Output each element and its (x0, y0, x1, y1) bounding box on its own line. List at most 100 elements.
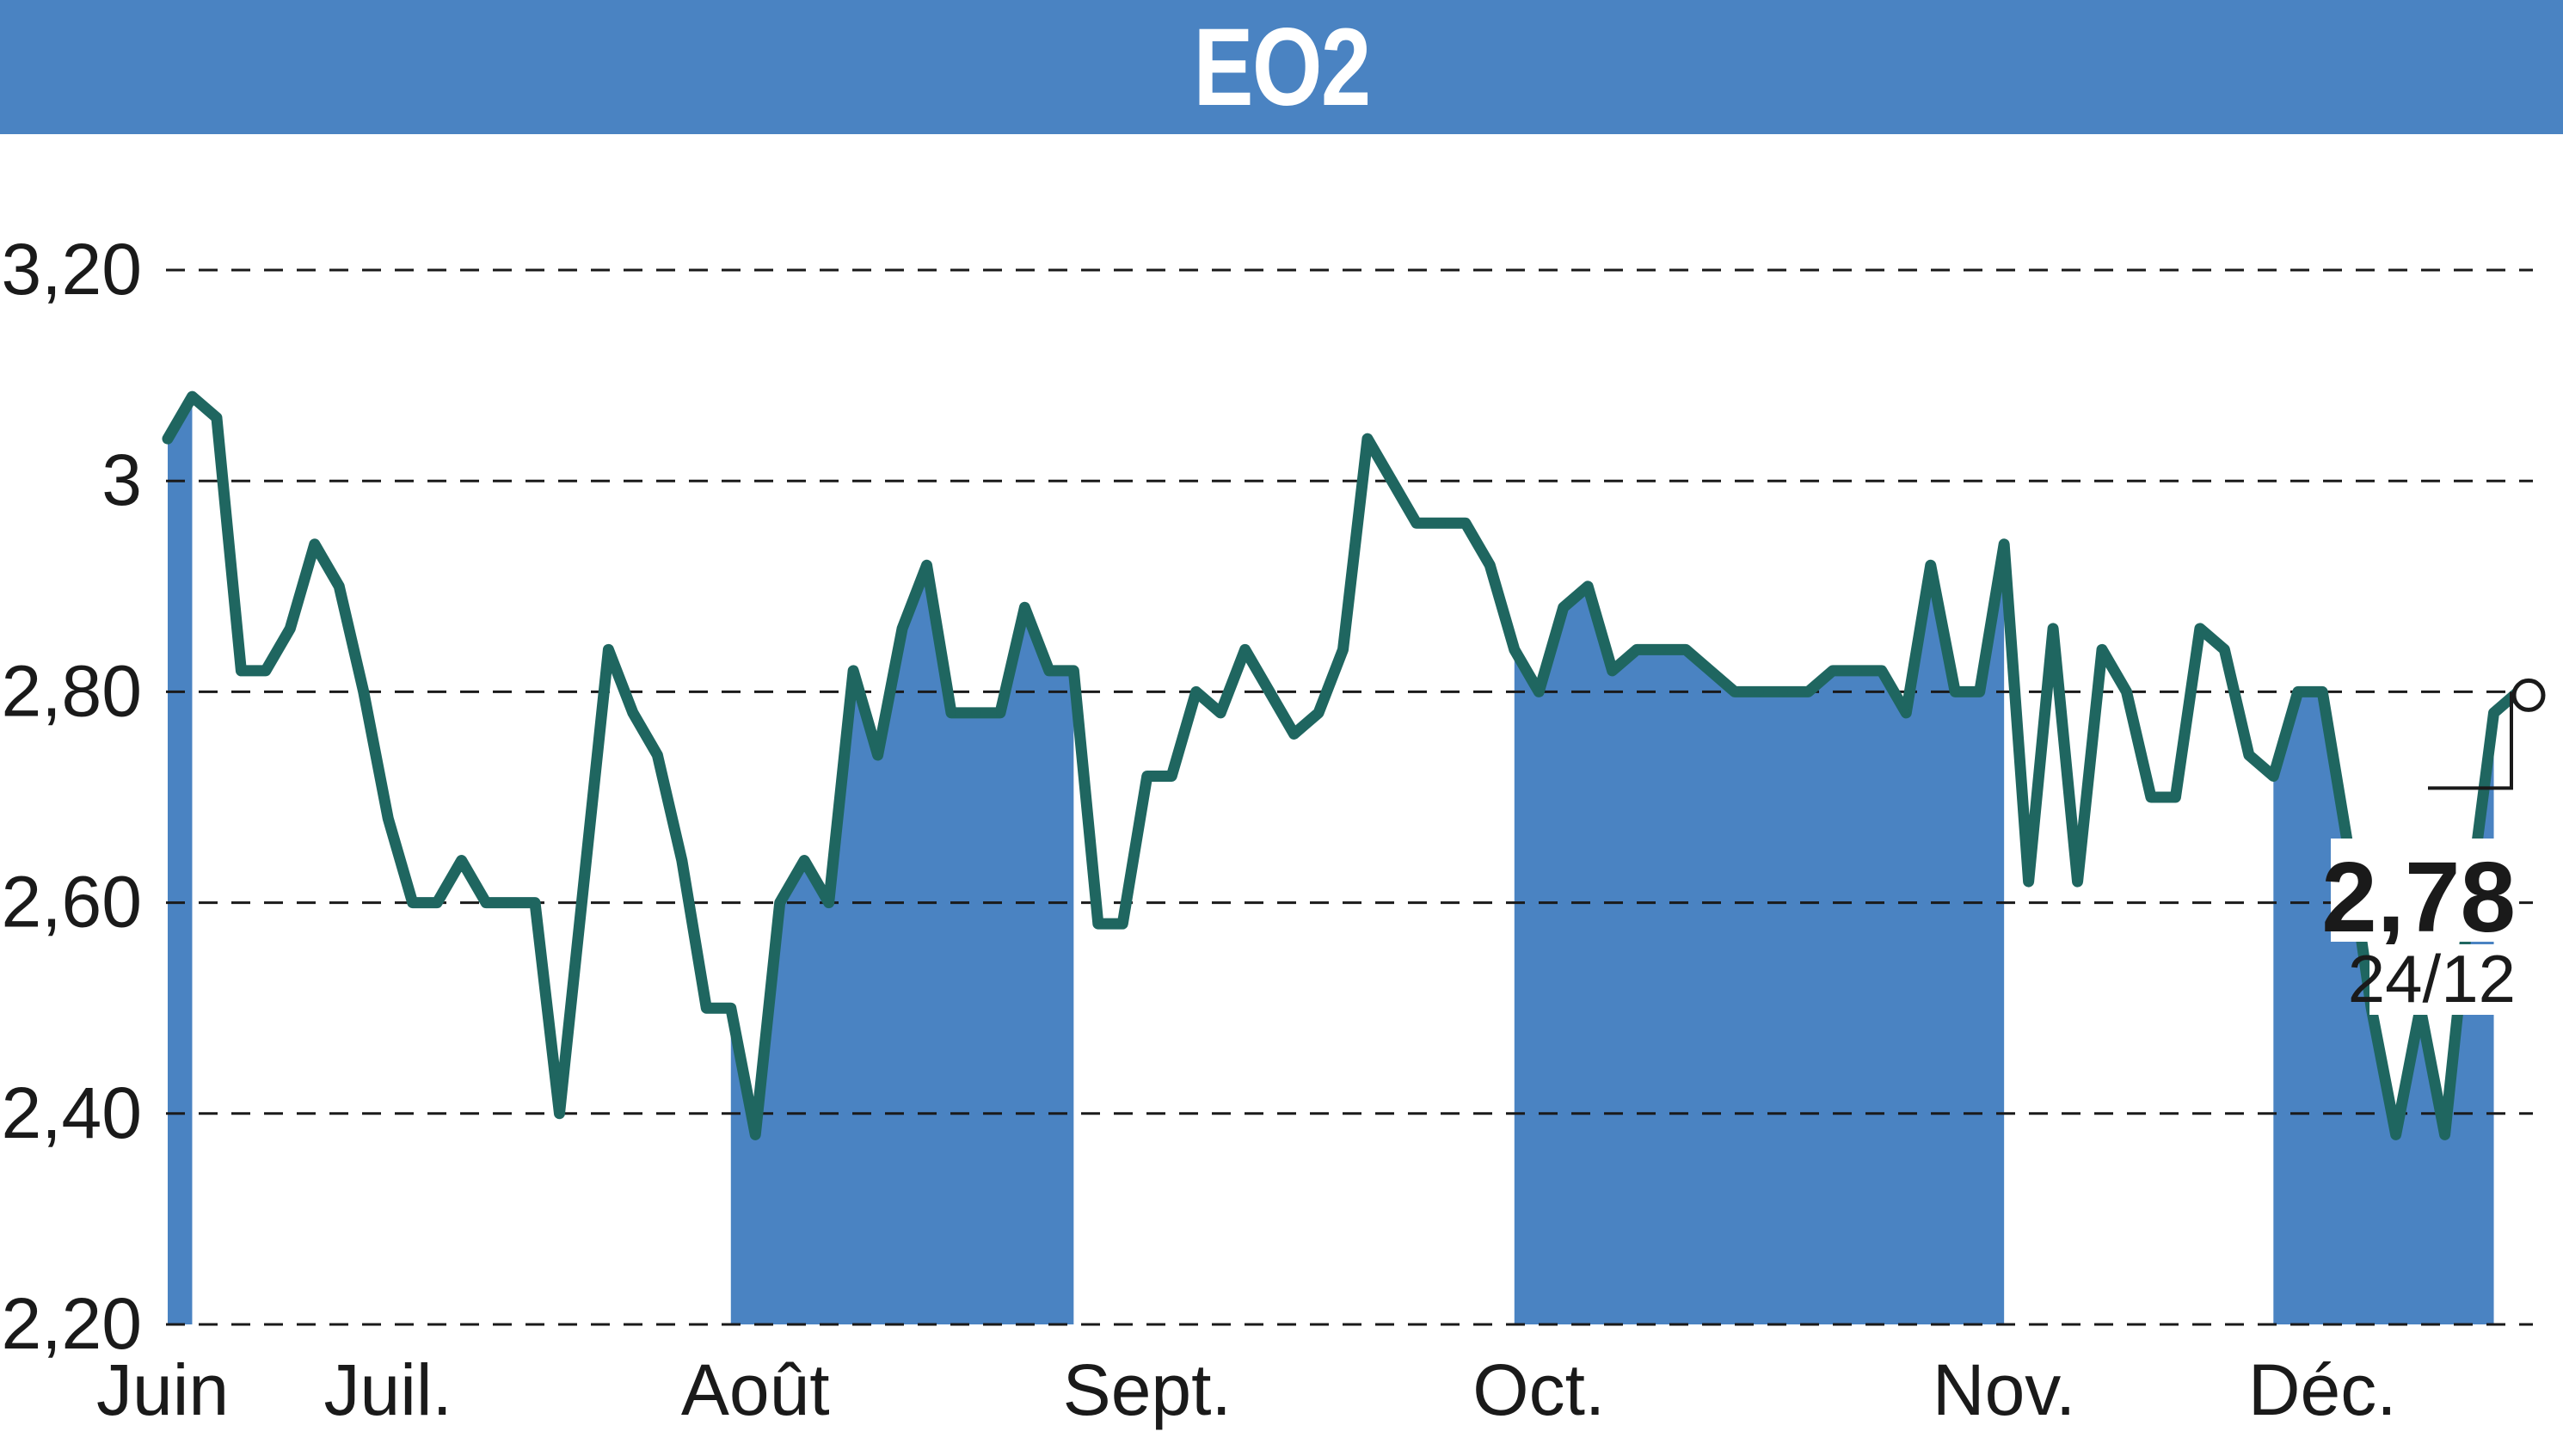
data-point (335, 581, 344, 591)
data-point (1755, 687, 1764, 697)
data-point (457, 856, 466, 865)
price-line (162, 390, 2524, 1140)
data-point (433, 898, 442, 907)
data-point (1387, 476, 1397, 486)
month-label: Sept. (1063, 1349, 1232, 1430)
data-point (775, 898, 784, 907)
data-point (1044, 666, 1054, 675)
y-tick-label: 2,20 (2, 1283, 143, 1364)
annotation-date-bg (2369, 944, 2520, 1015)
month-label: Juin (96, 1349, 229, 1430)
data-point (2146, 793, 2155, 802)
shaded-area (168, 396, 193, 1324)
data-point (1142, 771, 1152, 781)
data-point (1240, 645, 1250, 654)
data-point (1436, 519, 1446, 528)
data-point (261, 666, 270, 675)
data-point (2391, 1130, 2400, 1140)
data-point (359, 687, 368, 697)
y-tick-label: 3 (101, 439, 142, 520)
data-point (506, 898, 515, 907)
data-point (2244, 750, 2253, 759)
data-point (1681, 645, 1691, 654)
chart-title-bar: EO2 (0, 0, 2563, 134)
data-point (1730, 687, 1739, 697)
data-point (579, 877, 588, 887)
month-label: Déc. (2248, 1349, 2397, 1430)
data-point (702, 1004, 711, 1013)
data-point (1607, 666, 1617, 675)
data-point (1509, 645, 1519, 654)
chart-title: EO2 (1193, 5, 1371, 129)
annotation-value-bg (2331, 839, 2518, 942)
data-point (1632, 645, 1642, 654)
data-point (1853, 666, 1862, 675)
data-point (212, 413, 221, 422)
price-series-line (162, 390, 2524, 1140)
data-point (1265, 687, 1275, 697)
data-point (555, 1109, 564, 1118)
data-point (2171, 793, 2180, 802)
data-point (995, 708, 1005, 717)
data-point (604, 645, 613, 654)
y-tick-label: 2,60 (2, 862, 143, 943)
data-point (873, 750, 882, 759)
data-point (947, 708, 956, 717)
data-point (2318, 687, 2327, 697)
data-point (1828, 666, 1837, 675)
data-point (971, 708, 980, 717)
data-point (286, 624, 295, 633)
data-point (2049, 624, 2058, 633)
data-point (2024, 877, 2033, 887)
data-point (1338, 645, 1348, 654)
data-point (531, 898, 540, 907)
data-point (310, 539, 319, 549)
data-point (187, 392, 197, 402)
data-point (800, 856, 809, 865)
data-point (1706, 666, 1715, 675)
data-point (1411, 519, 1421, 528)
data-point (1362, 434, 1372, 444)
data-point (1289, 729, 1299, 739)
data-point (824, 898, 833, 907)
month-label: Oct. (1472, 1349, 1605, 1430)
shaded-area (2273, 691, 2494, 1324)
data-point (2489, 708, 2498, 717)
data-point (1558, 603, 1568, 612)
data-point (2269, 771, 2278, 781)
annotation-leader (2428, 691, 2513, 790)
data-point (1093, 919, 1103, 929)
data-point (237, 666, 246, 675)
shaded-area (730, 565, 1074, 1324)
data-point (1191, 687, 1201, 697)
last-date-label: 24/12 (2348, 941, 2516, 1017)
data-point (849, 666, 858, 675)
shaded-month-areas (168, 396, 2494, 1324)
data-point (677, 856, 686, 865)
data-point (2195, 624, 2204, 633)
data-point (1069, 666, 1079, 675)
data-point (2073, 877, 2082, 887)
data-point (1804, 687, 1813, 697)
data-point (482, 898, 491, 907)
data-point (1779, 687, 1788, 697)
data-point (1951, 687, 1960, 697)
data-point (1926, 561, 1935, 570)
data-point (1216, 708, 1226, 717)
y-axis-ticks: 3,20 3 2,80 2,60 2,40 2,20 (2, 229, 143, 1364)
data-point (2220, 645, 2229, 654)
data-point (1534, 687, 1544, 697)
data-point (384, 814, 393, 823)
last-value-label: 2,78 (2321, 841, 2516, 953)
data-point (2098, 645, 2107, 654)
data-point (2122, 687, 2131, 697)
last-point-marker (2511, 678, 2546, 712)
data-point (2293, 687, 2302, 697)
data-point (1020, 603, 1030, 612)
month-label: Juil. (324, 1349, 452, 1430)
data-point (1656, 645, 1666, 654)
month-label: Nov. (1933, 1349, 2075, 1430)
data-point (1877, 666, 1886, 675)
